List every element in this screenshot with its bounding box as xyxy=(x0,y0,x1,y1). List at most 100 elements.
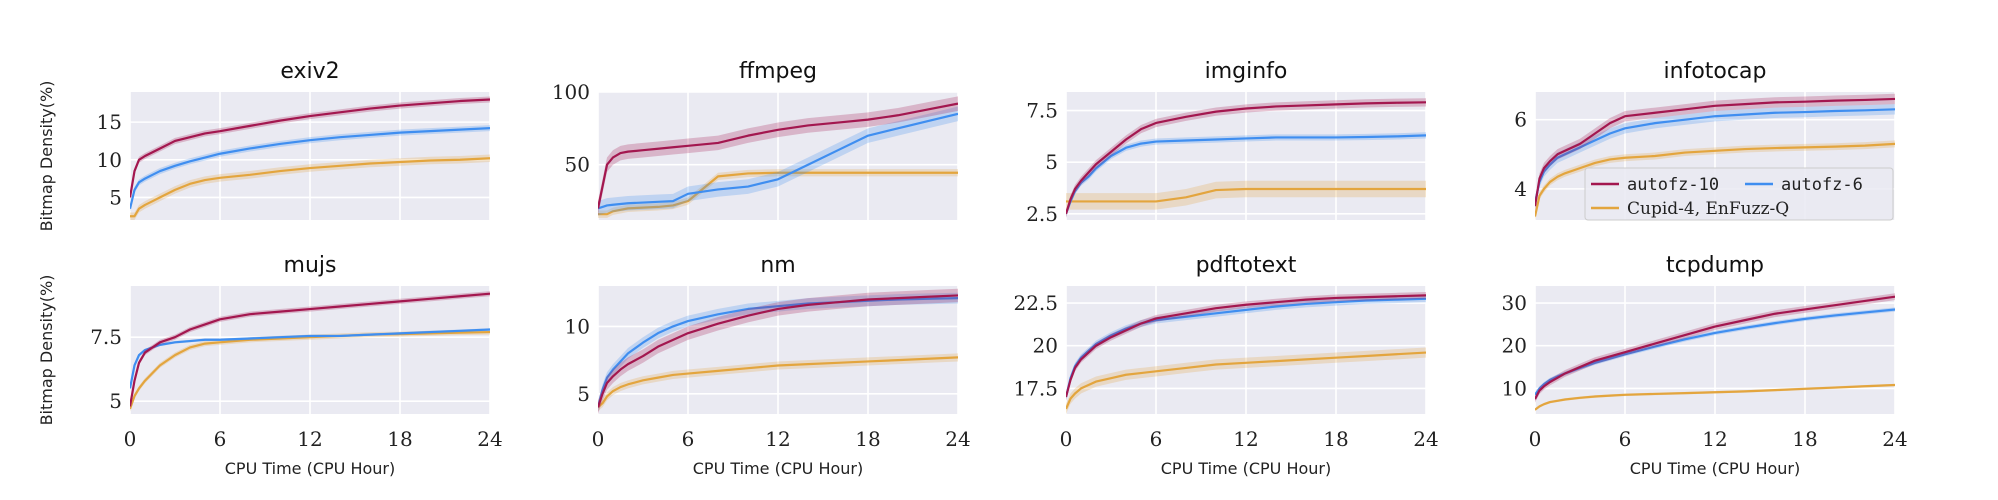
panel-title: infotocap xyxy=(1664,59,1767,84)
plot-area xyxy=(1066,291,1426,414)
y-tick-label: 5 xyxy=(1045,150,1058,174)
plot-area xyxy=(598,288,958,414)
panel-mujs: 5 7.5 mujs 0 6 12 18 24 CPU Time (CPU Hour) Bitma… xyxy=(37,253,503,478)
series-line-autofz6 xyxy=(598,297,958,408)
series-line-autofz6 xyxy=(1066,297,1426,398)
panel-nm: 5 10 nm 0 6 12 18 24 CPU Time (CPU Hour) xyxy=(565,253,971,478)
legend-box xyxy=(1584,167,1894,221)
y-tick-label: 50 xyxy=(565,153,590,177)
x-tick-label: 18 xyxy=(1323,427,1348,451)
series-line-cupid xyxy=(130,157,490,218)
legend-label-autofz10: autofz-10 xyxy=(1627,175,1719,195)
y-tick-label: 100 xyxy=(552,80,590,104)
plot-area xyxy=(1535,293,1895,412)
plot-area xyxy=(1066,98,1426,218)
x-tick-label: 12 xyxy=(1233,427,1258,451)
x-tick-label: 12 xyxy=(1702,427,1727,451)
series-line-autofz6 xyxy=(1066,134,1426,215)
y-tick-label: 4 xyxy=(1514,177,1527,201)
y-tick-label: 5 xyxy=(109,389,122,413)
series-line-autofz10 xyxy=(598,294,958,408)
series-line-cupid xyxy=(598,171,958,216)
panel-title: ffmpeg xyxy=(739,59,817,84)
series-line-cupid xyxy=(1066,187,1426,203)
x-tick-label: 0 xyxy=(124,427,137,451)
panel-title: tcpdump xyxy=(1666,253,1764,278)
panel-exiv2: 5 10 15 exiv2 Bitmap Density(%) xyxy=(37,59,491,231)
panel-title: mujs xyxy=(284,253,337,278)
x-tick-label: 12 xyxy=(765,427,790,451)
band-autofz10 xyxy=(130,96,490,201)
y-tick-label: 10 xyxy=(565,314,590,338)
y-tick-label: 7.5 xyxy=(90,325,122,349)
x-tick-label: 0 xyxy=(1529,427,1542,451)
y-tick-label: 30 xyxy=(1502,291,1527,315)
x-tick-label: 18 xyxy=(1792,427,1817,451)
band-autofz6 xyxy=(598,106,958,216)
x-tick-label: 0 xyxy=(1060,427,1073,451)
panel-ffmpeg: 50 100 ffmpeg xyxy=(552,59,959,220)
x-tick-label: 6 xyxy=(214,427,227,451)
band-autofz6 xyxy=(598,292,958,413)
y-tick-label: 6 xyxy=(1514,108,1527,132)
plot-area xyxy=(598,96,958,218)
series-line-autofz10 xyxy=(1066,101,1426,215)
y-tick-label: 15 xyxy=(97,110,122,134)
y-tick-label: 10 xyxy=(1502,376,1527,400)
x-axis-label: CPU Time (CPU Hour) xyxy=(1630,459,1801,478)
x-tick-label: 6 xyxy=(1619,427,1632,451)
plot-area xyxy=(130,96,490,220)
series-line-cupid xyxy=(598,356,958,409)
series-line-autofz10 xyxy=(1066,294,1426,398)
series-line-cupid xyxy=(1066,351,1426,410)
panel-imginfo: 2.5 5 7.5 imginfo xyxy=(1026,59,1427,226)
x-axis-label: CPU Time (CPU Hour) xyxy=(1161,459,1332,478)
y-tick-label: 5 xyxy=(109,185,122,209)
x-tick-label: 24 xyxy=(1882,427,1907,451)
series-line-autofz6 xyxy=(1535,308,1895,396)
y-tick-label: 20 xyxy=(1033,334,1058,358)
series-line-autofz10 xyxy=(1535,97,1895,207)
panel-title: imginfo xyxy=(1205,59,1288,84)
band-autofz6 xyxy=(1535,104,1895,208)
x-tick-label: 18 xyxy=(387,427,412,451)
y-tick-label: 5 xyxy=(577,382,590,406)
band-autofz10 xyxy=(130,291,490,409)
y-tick-label: 17.5 xyxy=(1013,376,1058,400)
series-line-autofz6 xyxy=(598,112,958,210)
band-autofz10 xyxy=(1535,293,1895,403)
series-line-autofz10 xyxy=(1535,295,1895,400)
plot-area xyxy=(130,291,490,412)
plot-area xyxy=(1535,93,1895,220)
x-tick-label: 6 xyxy=(1150,427,1163,451)
series-line-autofz6 xyxy=(130,328,490,389)
panel-tcpdump: 10 20 30 tcpdump 0 6 12 18 24 CPU Time (CPU Hour) xyxy=(1502,253,1908,478)
y-tick-label: 2.5 xyxy=(1026,202,1058,226)
series-line-cupid xyxy=(1535,383,1895,411)
panel-infotocap: 4 6 infotocap autofz-10 autofz-6 Cupid-4, EnF… xyxy=(1514,59,1896,221)
band-autofz10 xyxy=(598,288,958,414)
x-axis-label: CPU Time (CPU Hour) xyxy=(693,459,864,478)
series-line-autofz6 xyxy=(1535,108,1895,203)
x-tick-label: 6 xyxy=(682,427,695,451)
series-line-cupid xyxy=(1535,142,1895,217)
panel-pdftotext: 17.5 20 22.5 pdftotext 0 6 12 18 24 CPU Time (CPU… xyxy=(1013,253,1438,478)
y-axis-label: Bitmap Density(%) xyxy=(37,275,56,426)
legend: autofz-10 autofz-6 Cupid-4, EnFuzz-Q xyxy=(1584,167,1894,221)
band-cupid xyxy=(1535,140,1895,220)
band-cupid xyxy=(598,169,958,218)
y-tick-label: 10 xyxy=(97,148,122,172)
band-autofz6 xyxy=(130,125,490,212)
x-tick-label: 18 xyxy=(855,427,880,451)
y-tick-label: 22.5 xyxy=(1013,291,1058,315)
band-autofz6 xyxy=(1066,295,1426,401)
band-autofz10 xyxy=(598,96,958,216)
legend-label-cupid: Cupid-4, EnFuzz-Q xyxy=(1627,199,1789,219)
x-tick-label: 24 xyxy=(945,427,970,451)
series-line-autofz10 xyxy=(598,102,958,209)
panel-title: pdftotext xyxy=(1196,253,1297,278)
x-tick-label: 0 xyxy=(592,427,605,451)
series-line-autofz10 xyxy=(130,98,490,198)
series-line-autofz10 xyxy=(130,292,490,407)
